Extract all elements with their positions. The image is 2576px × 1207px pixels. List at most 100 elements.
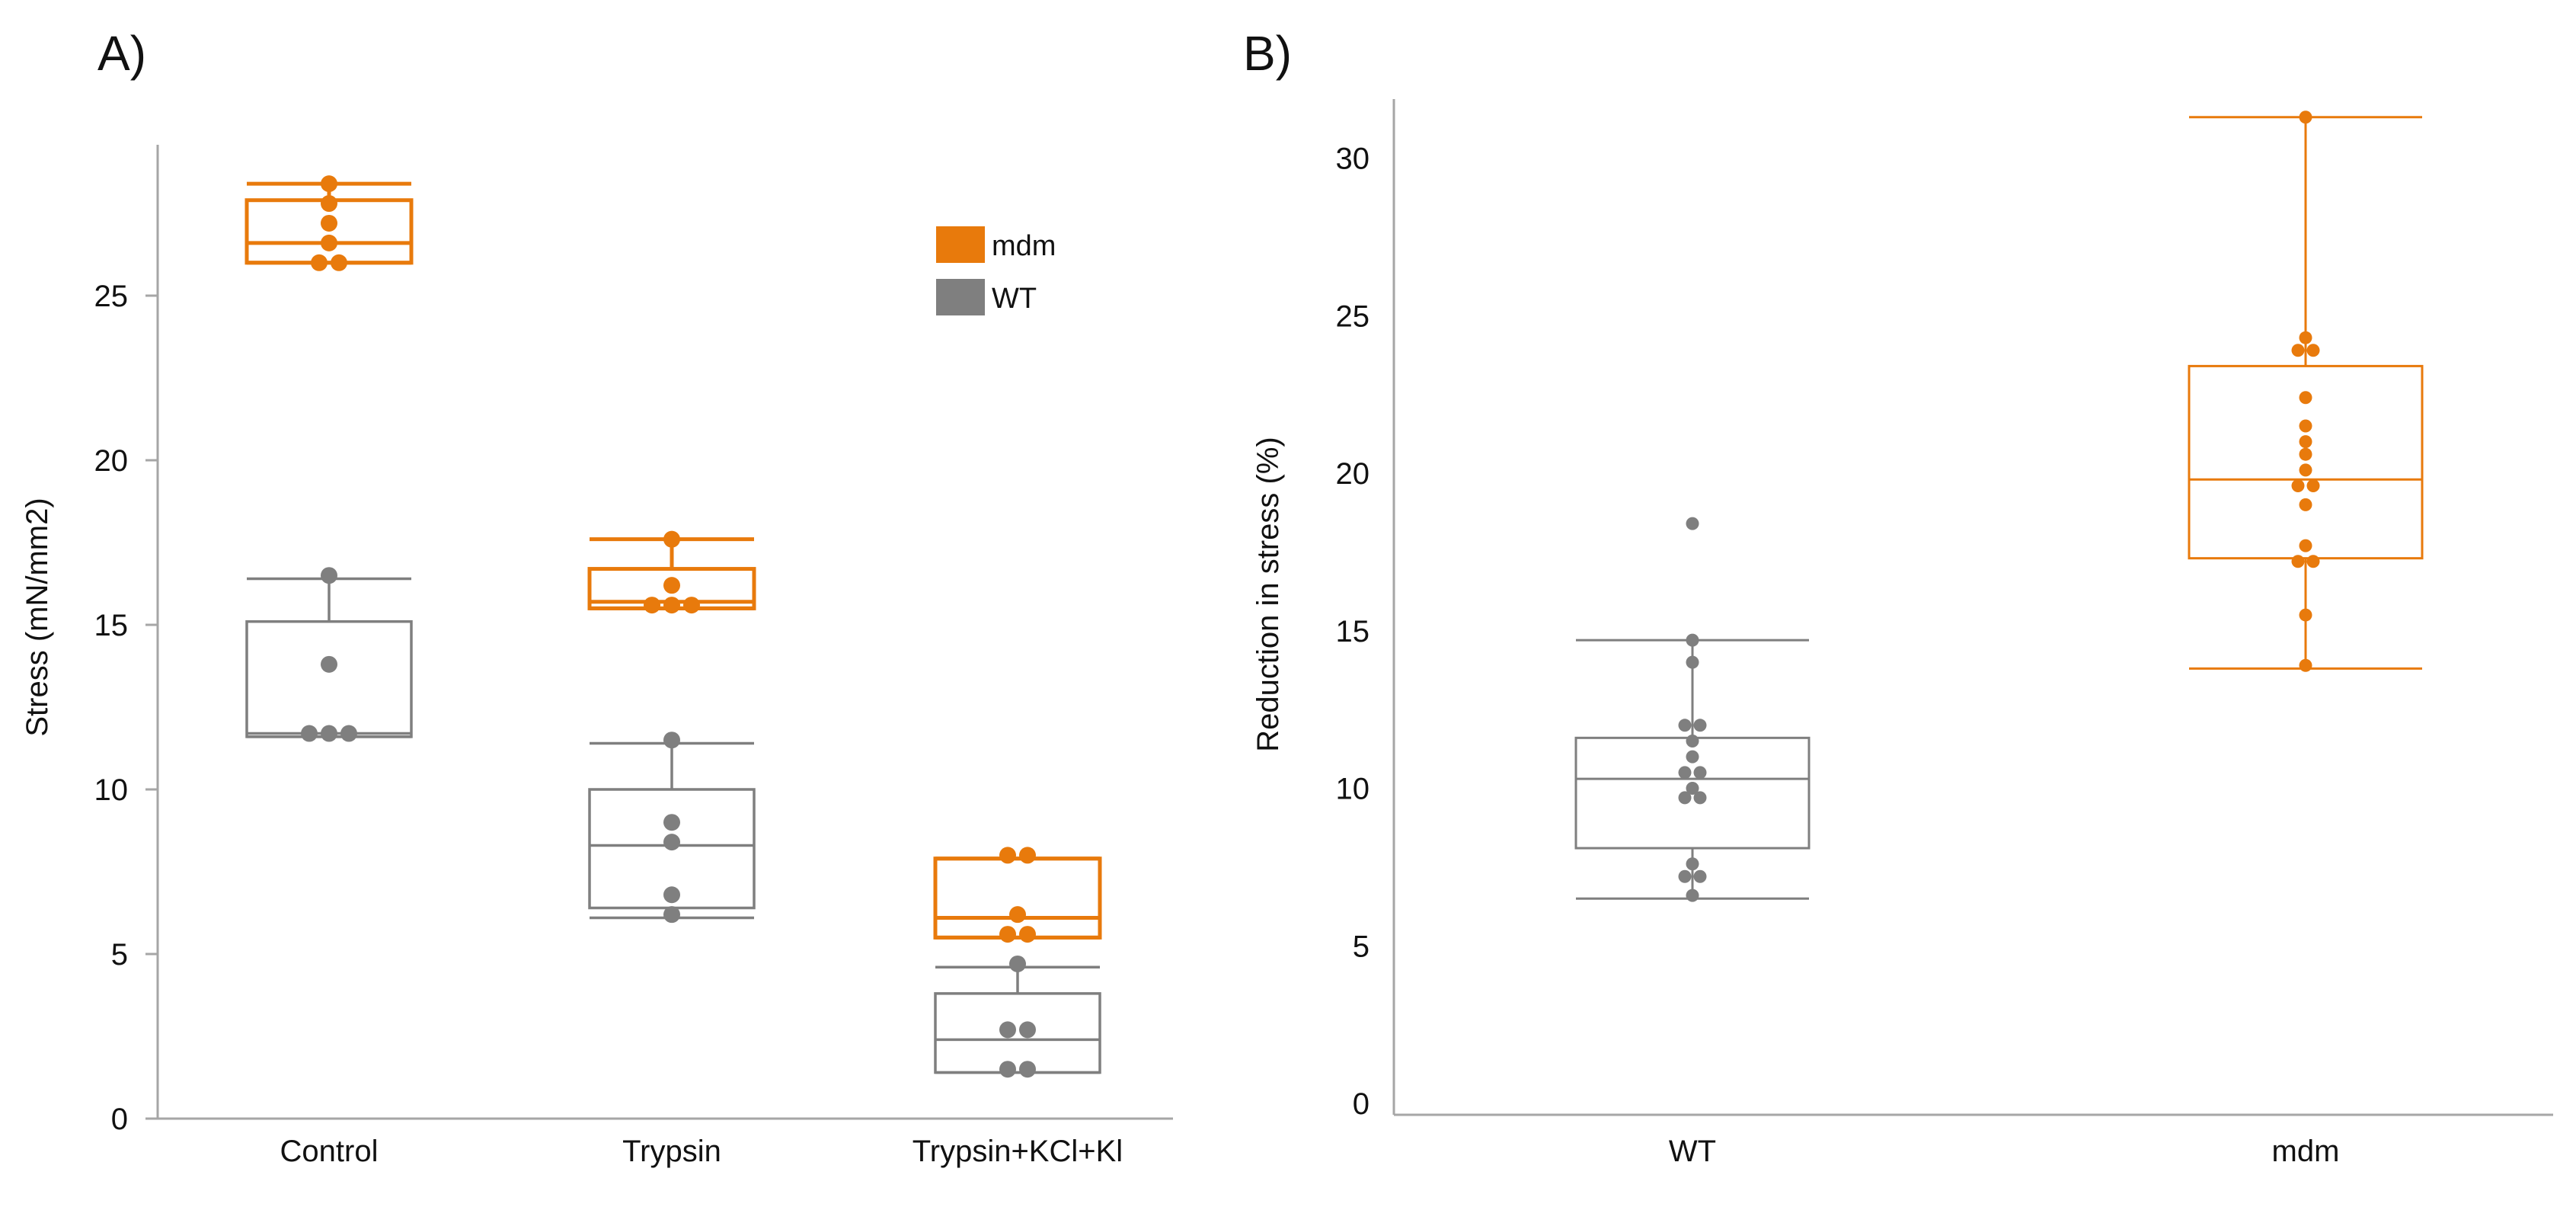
- panel-a-mdm-trypsin-kcl-kl-point-1: [1019, 926, 1036, 943]
- panel-b-y-tick-10: 10: [1336, 773, 1370, 806]
- panel-b-wt-point-14: [1686, 633, 1699, 647]
- panel-a-boxes: [244, 175, 1102, 1078]
- panel-a-mdm-control-point-3: [321, 214, 337, 232]
- panel-a-mdm-trypsin-kcl-kl-point-4: [1019, 847, 1036, 864]
- panel-a-mdm-trypsin-kcl-kl-box: [933, 856, 1102, 940]
- panel-a-wt-trypsin-kcl-kl-point-3: [1019, 1021, 1036, 1039]
- panel-b-mdm-point-12: [2299, 391, 2312, 405]
- panel-a-wt-control-point-1: [321, 725, 337, 742]
- panel-a-wt-control-box: [245, 620, 413, 738]
- panel-a-wt-trypsin-kcl-kl-point-0: [999, 1061, 1016, 1078]
- panel-b-wt-point-10: [1686, 734, 1699, 748]
- panel-b-wt-point-0: [1686, 888, 1699, 902]
- panel-b-wt-point-11: [1678, 719, 1692, 732]
- panel-a-wt-trypsin-point-4: [663, 732, 680, 749]
- panel-a-mdm-trypsin-point-3: [663, 577, 680, 594]
- panel-a-y-tick-10: 10: [94, 773, 129, 807]
- panel-a-wt-trypsin-kcl-kl-box: [934, 992, 1101, 1074]
- legend-swatch-mdm: [936, 226, 985, 263]
- panel-b-mdm-point-5: [2299, 498, 2312, 511]
- panel-a-wt-control-point-2: [340, 725, 357, 742]
- panel-a-mdm-trypsin-kcl-kl-point-2: [1009, 906, 1026, 924]
- panel-a-y-tick-5: 5: [111, 938, 128, 972]
- panel-b-mdm-point-14: [2306, 344, 2320, 357]
- panel-b-wt-point-3: [1686, 857, 1699, 871]
- panel-b-mdm-point-11: [2299, 419, 2312, 433]
- panel-a-x-tick-trypsin-kcl-kl: Trypsin+KCl+Kl: [912, 1135, 1123, 1168]
- panel-b-mdm-point-7: [2306, 479, 2320, 493]
- panel-b-y-tick-20: 20: [1336, 457, 1370, 491]
- panel-b-wt-point-15: [1686, 517, 1699, 530]
- panel-b-mdm-point-9: [2299, 447, 2312, 461]
- panel-b-wt-point-4: [1678, 791, 1692, 805]
- panel-b-wt-point-5: [1693, 791, 1707, 805]
- panel-a-y-ticks: 0 5 10 15 20 25: [94, 280, 158, 1136]
- panel-a-x-ticks: Control Trypsin Trypsin+KCl+Kl: [280, 1135, 1123, 1168]
- panel-a-mdm-control-point-1: [331, 254, 347, 271]
- panel-b-wt-point-7: [1678, 766, 1692, 780]
- panel-a-mdm-trypsin-point-2: [683, 597, 700, 614]
- panel-b-x-ticks: WT mdm: [1669, 1135, 2340, 1168]
- panel-b-mdm-point-8: [2299, 463, 2312, 477]
- panel-a-mdm-trypsin-kcl-kl-point-3: [999, 847, 1016, 864]
- panel-a-wt-trypsin-kcl-kl-point-1: [1019, 1061, 1036, 1078]
- panel-a-wt-trypsin-point-2: [663, 834, 680, 851]
- panel-b-wt-point-8: [1693, 766, 1707, 780]
- panel-b-label: B): [1243, 26, 1292, 81]
- panel-a-wt-control-point-3: [321, 655, 337, 673]
- panel-b-y-tick-5: 5: [1353, 930, 1369, 963]
- panel-a-label: A): [97, 26, 146, 81]
- panel-a-mdm-control-point-2: [321, 234, 337, 251]
- panel-a-y-tick-25: 25: [94, 280, 129, 313]
- panel-b-y-tick-25: 25: [1336, 299, 1370, 333]
- panel-a: A) 0 5 10 15 20 25 Control Trypsin Trypsin+KCl+…: [21, 26, 1173, 1168]
- panel-b-mdm-box: [2188, 364, 2424, 560]
- panel-a-mdm-control-point-4: [321, 195, 337, 213]
- panel-b-y-tick-0: 0: [1353, 1087, 1369, 1121]
- panel-b: B) 0 5 10 15 20 25 30 WT mdm Reduction in stres…: [1243, 26, 2553, 1168]
- panel-b-wt-point-13: [1686, 655, 1699, 669]
- panel-a-mdm-control-point-0: [311, 254, 328, 271]
- panel-b-y-tick-30: 30: [1336, 142, 1370, 176]
- panel-b-wt-point-9: [1686, 750, 1699, 764]
- panel-a-y-tick-15: 15: [94, 609, 129, 642]
- panel-a-wt-control-point-4: [321, 567, 337, 584]
- panel-b-wt-point-1: [1678, 869, 1692, 883]
- panel-b-wt-point-2: [1693, 869, 1707, 883]
- panel-a-x-tick-trypsin: Trypsin: [622, 1135, 721, 1168]
- panel-a-y-label: Stress (mN/mm2): [21, 498, 54, 736]
- panel-a-wt-trypsin-point-0: [663, 906, 680, 924]
- panel-a-wt-trypsin-point-1: [663, 886, 680, 904]
- panel-a-wt-trypsin-point-3: [663, 814, 680, 831]
- panel-b-wt-point-12: [1693, 719, 1707, 732]
- legend: mdm WT: [936, 226, 1056, 315]
- panel-a-y-tick-20: 20: [94, 444, 129, 478]
- panel-a-wt-trypsin-kcl-kl-point-2: [999, 1021, 1016, 1039]
- panel-a-mdm-trypsin-point-4: [663, 530, 680, 548]
- panel-b-mdm-point-3: [2306, 555, 2320, 568]
- panel-a-mdm-control-point-5: [321, 175, 337, 193]
- panel-b-mdm-point-1: [2299, 608, 2312, 622]
- panel-b-y-ticks: 0 5 10 15 20 25 30: [1336, 142, 1370, 1122]
- panel-b-mdm-point-0: [2299, 658, 2312, 672]
- panel-a-wt-control-point-0: [301, 725, 318, 742]
- panel-b-boxes: [1574, 110, 2424, 902]
- panel-b-y-tick-15: 15: [1336, 615, 1370, 648]
- panel-a-y-tick-0: 0: [111, 1103, 128, 1136]
- panel-b-mdm-point-16: [2299, 110, 2312, 124]
- panel-b-mdm-point-10: [2299, 435, 2312, 449]
- panel-a-mdm-trypsin-point-0: [644, 597, 660, 614]
- panel-b-mdm-point-15: [2299, 331, 2312, 344]
- legend-label-wt: WT: [992, 283, 1037, 315]
- panel-b-wt-point-6: [1686, 782, 1699, 795]
- panel-a-mdm-trypsin-point-1: [663, 597, 680, 614]
- panel-b-mdm-point-6: [2291, 479, 2305, 493]
- legend-swatch-wt: [936, 279, 985, 315]
- panel-b-mdm-point-4: [2299, 539, 2312, 552]
- panel-b-y-label: Reduction in stress (%): [1251, 437, 1285, 751]
- panel-b-mdm-point-13: [2291, 344, 2305, 357]
- legend-label-mdm: mdm: [992, 230, 1056, 262]
- panel-a-wt-trypsin-kcl-kl-point-4: [1009, 955, 1026, 972]
- panel-a-x-tick-control: Control: [280, 1135, 379, 1168]
